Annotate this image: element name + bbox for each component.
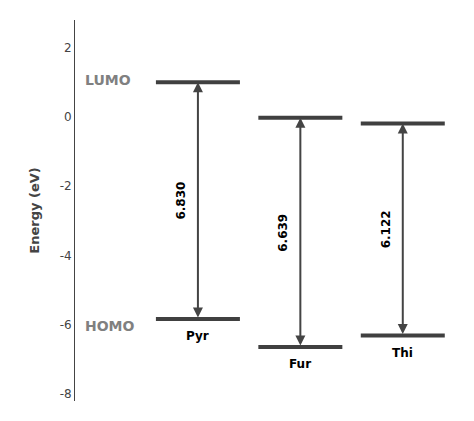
svg-text:Energy (eV): Energy (eV) bbox=[27, 167, 42, 253]
svg-text:-2: -2 bbox=[60, 179, 72, 193]
svg-text:6.830: 6.830 bbox=[174, 182, 188, 220]
svg-text:6.639: 6.639 bbox=[276, 214, 290, 252]
svg-text:2: 2 bbox=[64, 41, 72, 55]
svg-text:Thi: Thi bbox=[392, 346, 413, 360]
svg-text:-8: -8 bbox=[60, 387, 72, 401]
svg-text:Fur: Fur bbox=[289, 357, 311, 371]
svg-text:6.122: 6.122 bbox=[379, 210, 393, 248]
svg-text:LUMO: LUMO bbox=[85, 72, 131, 88]
svg-text:0: 0 bbox=[64, 110, 72, 124]
svg-text:Pyr: Pyr bbox=[186, 329, 209, 343]
svg-text:HOMO: HOMO bbox=[85, 318, 135, 334]
svg-text:-4: -4 bbox=[60, 249, 72, 263]
svg-text:-6: -6 bbox=[60, 318, 72, 332]
